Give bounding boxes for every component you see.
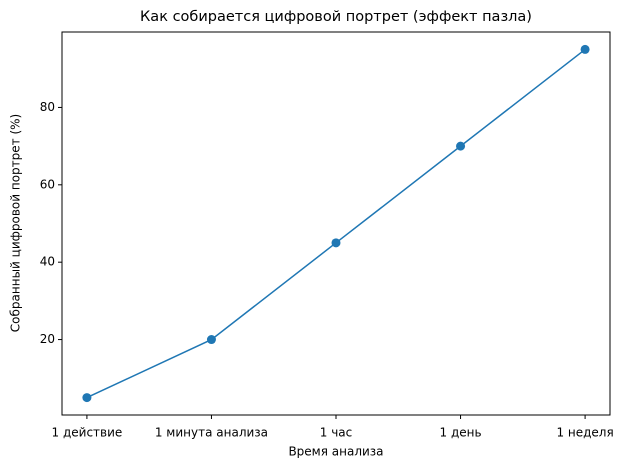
x-tick-label: 1 неделя (556, 426, 613, 440)
chart-title: Как собирается цифровой портрет (эффект … (140, 9, 532, 25)
y-tick-label: 20 (40, 332, 55, 346)
x-axis-label: Время анализа (288, 445, 383, 459)
x-tick-label: 1 действие (52, 426, 123, 440)
y-tick-label: 40 (40, 255, 55, 269)
x-tick-label: 1 день (440, 426, 482, 440)
data-point (331, 238, 341, 248)
x-tick-label: 1 час (320, 426, 353, 440)
data-point (82, 393, 92, 403)
plot-frame (61, 31, 611, 416)
data-point (580, 44, 590, 54)
y-axis-label: Собранный цифровой портрет (%) (9, 114, 23, 332)
y-tick-label: 80 (40, 100, 55, 114)
data-point (206, 335, 216, 345)
data-line (86, 48, 586, 399)
x-tick-label: 1 минута анализа (155, 426, 268, 440)
data-point (456, 141, 466, 151)
y-tick-label: 60 (40, 177, 55, 191)
